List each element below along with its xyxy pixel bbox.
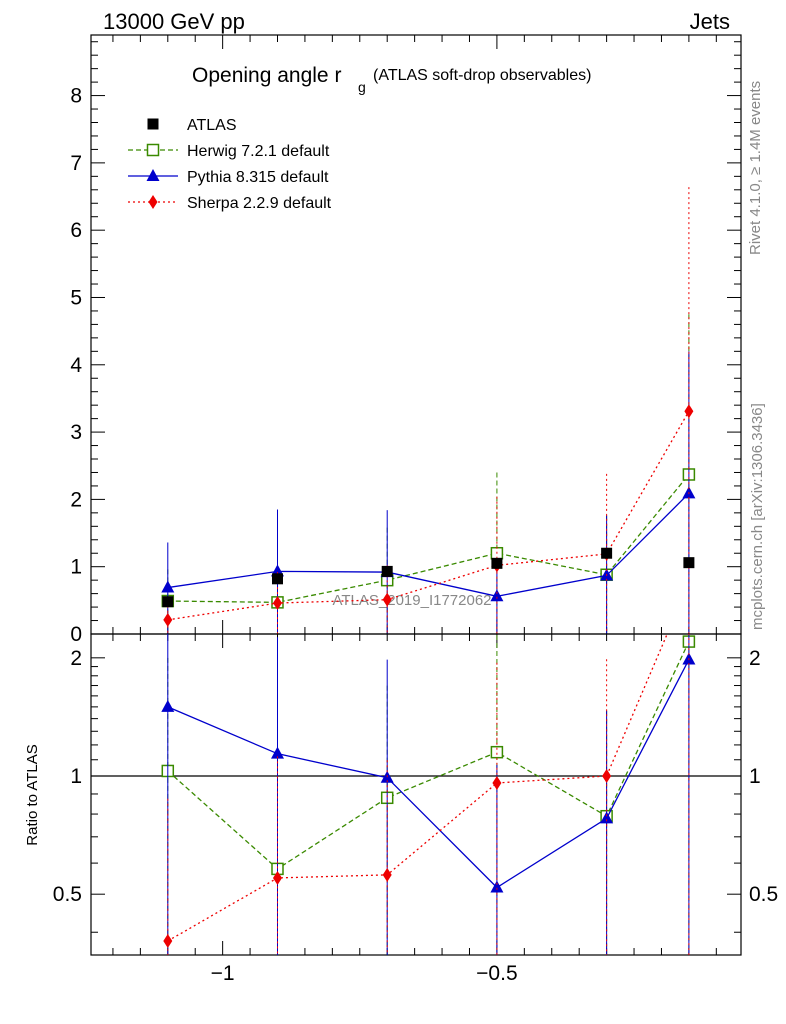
- ratio-y-tick-label-left: 2: [70, 647, 82, 670]
- sherpa-main-point: [684, 404, 694, 419]
- herwig-main-line: [167, 474, 690, 604]
- atlas-legend-marker: [147, 118, 159, 130]
- rivet-version-label: Rivet 4.1.0, ≥ 1.4M events: [747, 81, 764, 255]
- atlas-main-point: [381, 565, 393, 577]
- sherpa-ratio-point: [382, 867, 392, 882]
- herwig-legend-marker: [146, 143, 160, 157]
- ratio-y-tick-label-left: 1: [70, 765, 82, 788]
- analysis-watermark: ATLAS_2019_I1772062: [332, 592, 491, 609]
- chart-subtitle: (ATLAS soft-drop observables): [373, 67, 591, 84]
- pythia-legend-marker: [146, 169, 160, 181]
- herwig-legend-label: Herwig 7.2.1 default: [187, 143, 330, 160]
- atlas-main-point: [601, 547, 613, 559]
- atlas-main-series: [162, 547, 695, 608]
- chart-title-subscript: g: [358, 79, 366, 95]
- header-left: 13000 GeV pp: [103, 9, 245, 34]
- sherpa-legend-label: Sherpa 2.2.9 default: [187, 195, 332, 212]
- atlas-main-point: [162, 596, 174, 608]
- herwig-ratio-series: [161, 634, 696, 955]
- main-y-tick-label: 4: [70, 354, 82, 377]
- main-y-tick-label: 5: [70, 286, 82, 309]
- pythia-main-point: [490, 589, 504, 602]
- herwig-main-series: [161, 314, 696, 634]
- herwig-ratio-point: [490, 745, 504, 759]
- main-y-tick-label: 3: [70, 421, 82, 444]
- main-y-tick-label: 0: [70, 623, 82, 646]
- main-y-tick-label: 8: [70, 85, 82, 108]
- pythia-ratio-point: [600, 811, 614, 824]
- sherpa-ratio-point: [272, 870, 282, 885]
- ratio-y-axis-label: Ratio to ATLAS: [24, 744, 41, 845]
- atlas-main-point: [491, 557, 503, 569]
- herwig-ratio-line: [167, 641, 690, 870]
- ratio-plot-frame: [90, 633, 742, 956]
- pythia-ratio-point: [161, 699, 175, 712]
- x-tick-label: −0.5: [476, 962, 517, 985]
- pythia-main-line: [167, 492, 690, 597]
- main-plot-area: 0 1 2 3 4 5 6 7 8 ATLAS_2019_I1772062: [70, 34, 742, 646]
- chart-title: Opening angle r: [192, 64, 341, 87]
- sherpa-ratio-series: [163, 634, 690, 955]
- mcplots-reference-label: mcplots.cern.ch [arXiv:1306.3436]: [749, 403, 766, 630]
- sherpa-main-series: [163, 187, 694, 634]
- sherpa-legend-marker: [148, 195, 158, 209]
- atlas-legend-label: ATLAS: [187, 117, 237, 134]
- pythia-ratio-line: [167, 659, 690, 889]
- sherpa-ratio-point: [602, 769, 612, 784]
- main-y-tick-label: 2: [70, 488, 82, 511]
- ratio-y-tick-label-right: 2: [749, 647, 761, 670]
- atlas-main-point: [271, 573, 283, 585]
- sherpa-main-point: [272, 596, 282, 611]
- sherpa-main-point: [382, 592, 392, 607]
- sherpa-main-point: [163, 612, 173, 627]
- atlas-main-point: [683, 557, 695, 569]
- sherpa-ratio-point: [492, 775, 502, 790]
- x-tick-label: −1: [211, 962, 235, 985]
- pythia-legend-label: Pythia 8.315 default: [187, 169, 329, 186]
- main-y-tick-label: 1: [70, 556, 82, 579]
- ratio-y-tick-label-left: 0.5: [53, 883, 82, 906]
- main-y-tick-label: 7: [70, 152, 82, 175]
- ratio-y-tick-label-right: 0.5: [749, 883, 778, 906]
- header-right: Jets: [690, 9, 730, 34]
- pythia-main-point: [161, 580, 175, 593]
- pythia-ratio-point: [270, 746, 284, 759]
- main-y-tick-label: 6: [70, 219, 82, 242]
- sherpa-ratio-point: [163, 933, 173, 948]
- pythia-ratio-point: [490, 880, 504, 893]
- ratio-plot-area: −1 −0.5 0.5 0.5 1 1 2 2: [53, 633, 778, 985]
- ratio-y-tick-label-right: 1: [749, 765, 761, 788]
- sherpa-main-line: [167, 410, 690, 621]
- legend: ATLAS Herwig 7.2.1 default Pythia 8.315 de…: [128, 117, 332, 212]
- sherpa-ratio-line: [167, 634, 668, 942]
